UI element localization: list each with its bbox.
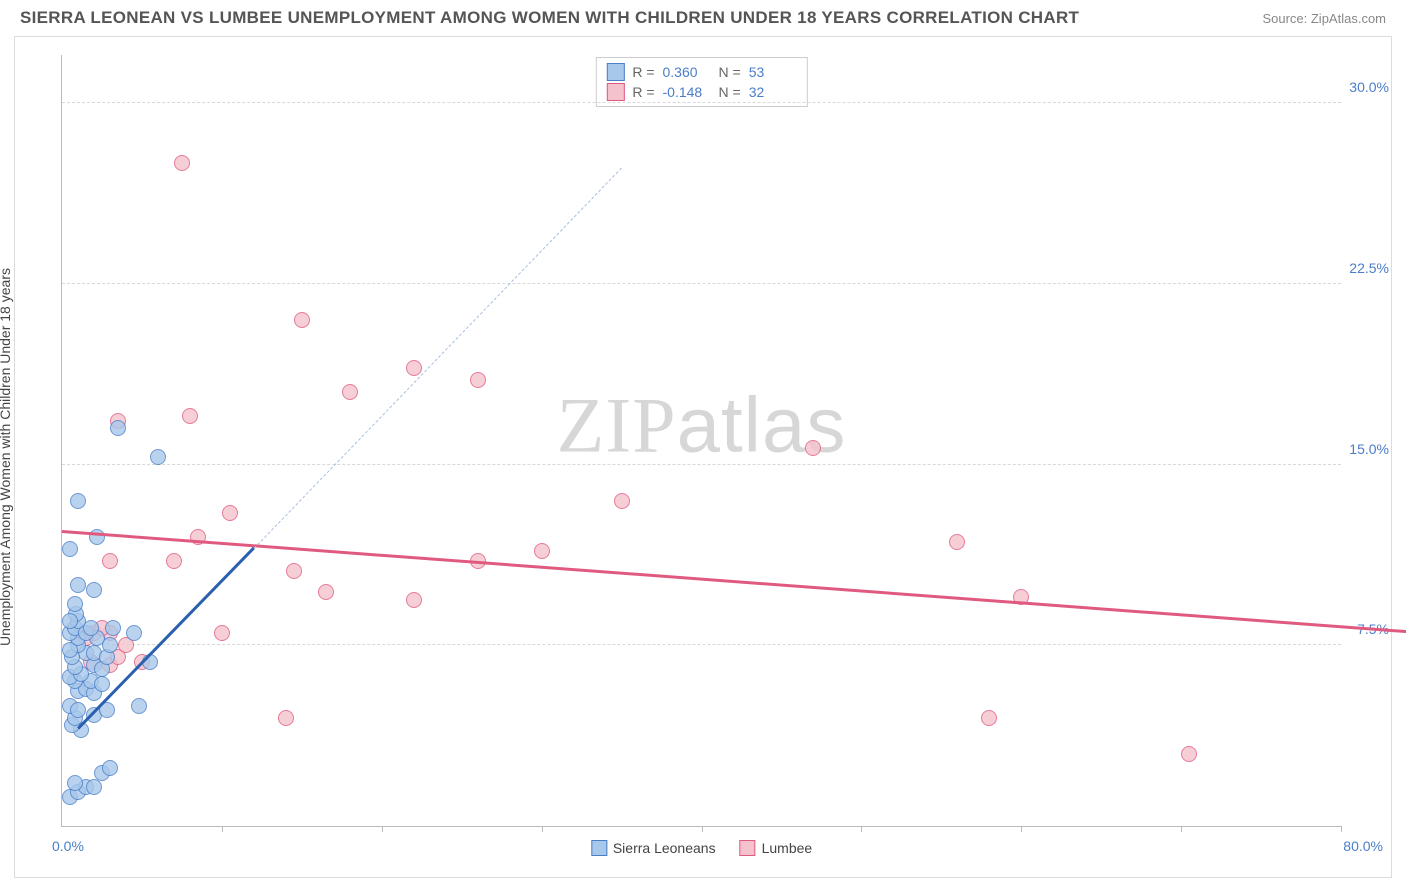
x-tick xyxy=(542,826,543,832)
marker-lumbee xyxy=(182,408,198,424)
marker-sierra xyxy=(62,613,78,629)
marker-sierra xyxy=(70,493,86,509)
marker-sierra xyxy=(110,420,126,436)
swatch-lumbee-icon xyxy=(606,83,624,101)
r-label-2: R = xyxy=(632,84,654,100)
y-tick-label: 22.5% xyxy=(1349,260,1389,276)
marker-sierra xyxy=(131,698,147,714)
y-tick-label: 30.0% xyxy=(1349,79,1389,95)
marker-lumbee xyxy=(222,505,238,521)
marker-sierra xyxy=(70,577,86,593)
marker-sierra xyxy=(105,620,121,636)
marker-lumbee xyxy=(406,592,422,608)
x-tick xyxy=(222,826,223,832)
correlation-row-lumbee: R = -0.148 N = 32 xyxy=(606,82,796,102)
marker-sierra xyxy=(126,625,142,641)
marker-sierra xyxy=(150,449,166,465)
marker-sierra xyxy=(94,676,110,692)
x-tick xyxy=(1021,826,1022,832)
marker-lumbee xyxy=(318,584,334,600)
marker-lumbee xyxy=(286,563,302,579)
chart-frame: Unemployment Among Women with Children U… xyxy=(14,36,1392,878)
plot-area: ZIPatlas R = 0.360 N = 53 R = -0.148 N =… xyxy=(61,55,1341,827)
marker-lumbee xyxy=(406,360,422,376)
correlation-row-sierra: R = 0.360 N = 53 xyxy=(606,62,796,82)
marker-sierra xyxy=(86,582,102,598)
n-label: N = xyxy=(719,64,741,80)
marker-sierra xyxy=(86,779,102,795)
marker-sierra xyxy=(67,596,83,612)
marker-lumbee xyxy=(278,710,294,726)
gridline-horizontal xyxy=(62,102,1341,103)
y-tick-label: 15.0% xyxy=(1349,441,1389,457)
chart-title: SIERRA LEONEAN VS LUMBEE UNEMPLOYMENT AM… xyxy=(20,8,1079,28)
legend-swatch-lumbee-icon xyxy=(740,840,756,856)
legend-item-sierra: Sierra Leoneans xyxy=(591,840,716,856)
x-tick xyxy=(861,826,862,832)
x-tick xyxy=(382,826,383,832)
r-value-lumbee: -0.148 xyxy=(663,84,711,100)
gridline-horizontal xyxy=(62,644,1341,645)
marker-sierra xyxy=(70,702,86,718)
legend-label-sierra: Sierra Leoneans xyxy=(613,840,716,856)
marker-sierra xyxy=(102,760,118,776)
x-max-label: 80.0% xyxy=(1343,838,1383,854)
y-axis-label: Unemployment Among Women with Children U… xyxy=(0,268,13,646)
x-tick xyxy=(702,826,703,832)
marker-lumbee xyxy=(174,155,190,171)
marker-sierra xyxy=(67,775,83,791)
marker-lumbee xyxy=(102,553,118,569)
series-legend: Sierra Leoneans Lumbee xyxy=(591,840,812,856)
r-label: R = xyxy=(632,64,654,80)
gridline-horizontal xyxy=(62,283,1341,284)
watermark: ZIPatlas xyxy=(557,380,847,471)
watermark-brand-a: ZIP xyxy=(557,382,677,469)
trend-line xyxy=(62,530,1406,634)
chart-header: SIERRA LEONEAN VS LUMBEE UNEMPLOYMENT AM… xyxy=(0,0,1406,32)
correlation-legend: R = 0.360 N = 53 R = -0.148 N = 32 xyxy=(595,57,807,107)
x-tick xyxy=(1181,826,1182,832)
marker-lumbee xyxy=(342,384,358,400)
gridline-horizontal xyxy=(62,464,1341,465)
marker-lumbee xyxy=(949,534,965,550)
chart-source: Source: ZipAtlas.com xyxy=(1262,11,1386,26)
marker-lumbee xyxy=(166,553,182,569)
r-value-sierra: 0.360 xyxy=(663,64,711,80)
legend-swatch-sierra-icon xyxy=(591,840,607,856)
marker-lumbee xyxy=(294,312,310,328)
n-value-sierra: 53 xyxy=(749,64,797,80)
legend-item-lumbee: Lumbee xyxy=(740,840,813,856)
marker-lumbee xyxy=(614,493,630,509)
legend-label-lumbee: Lumbee xyxy=(762,840,813,856)
marker-sierra xyxy=(83,620,99,636)
x-origin-label: 0.0% xyxy=(52,838,84,854)
swatch-sierra-icon xyxy=(606,63,624,81)
marker-sierra xyxy=(62,541,78,557)
marker-lumbee xyxy=(214,625,230,641)
marker-lumbee xyxy=(534,543,550,559)
marker-lumbee xyxy=(981,710,997,726)
marker-lumbee xyxy=(805,440,821,456)
watermark-brand-b: atlas xyxy=(677,381,847,469)
marker-lumbee xyxy=(470,372,486,388)
trend-line-extrapolated xyxy=(253,167,621,548)
n-label-2: N = xyxy=(719,84,741,100)
marker-lumbee xyxy=(1181,746,1197,762)
x-tick xyxy=(1341,826,1342,832)
n-value-lumbee: 32 xyxy=(749,84,797,100)
